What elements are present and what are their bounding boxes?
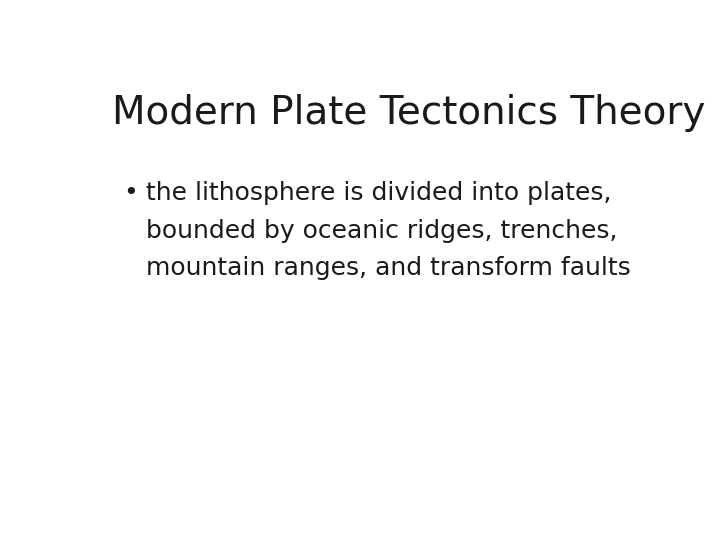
Text: bounded by oceanic ridges, trenches,: bounded by oceanic ridges, trenches, <box>145 219 617 242</box>
Text: the lithosphere is divided into plates,: the lithosphere is divided into plates, <box>145 181 611 205</box>
Text: mountain ranges, and transform faults: mountain ranges, and transform faults <box>145 256 631 280</box>
Text: •: • <box>124 181 138 205</box>
Text: Modern Plate Tectonics Theory: Modern Plate Tectonics Theory <box>112 94 706 132</box>
